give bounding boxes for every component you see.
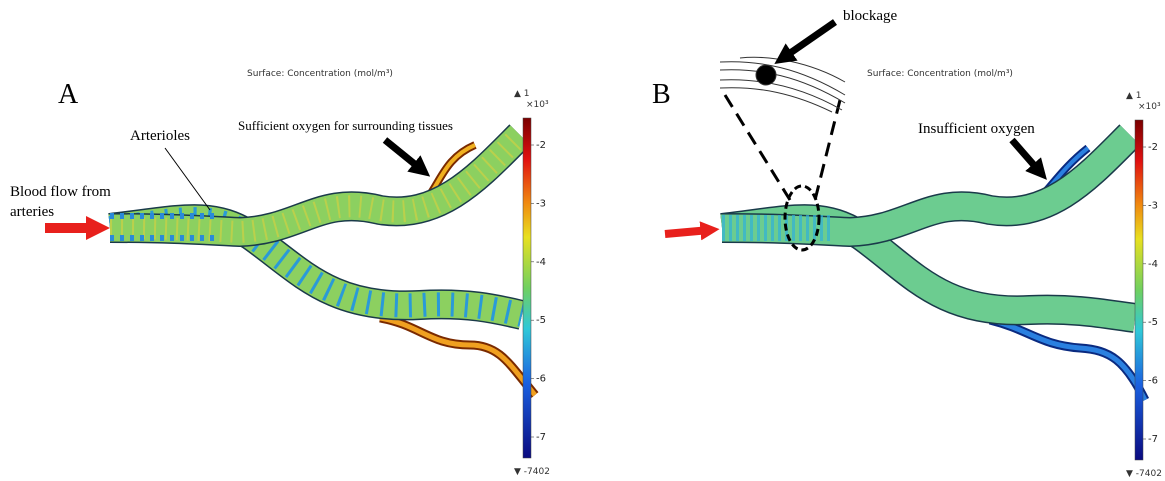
figure: A Surface: Concentration (mol/m³) Arteri… [0, 0, 1165, 481]
annotation: Insufficient oxygen [918, 121, 1035, 137]
colorbar-exponent: ×10³ [526, 100, 549, 110]
pointer-arrow [1012, 140, 1040, 172]
colorbar-max: ▲ 1 [1126, 91, 1142, 101]
vessels [722, 135, 1145, 400]
colorbar-tick-label: -4 [1148, 259, 1158, 270]
colorbar [523, 118, 531, 458]
colorbar-tick-label: -7 [536, 432, 546, 443]
colorbar-max: ▲ 1 [514, 89, 530, 99]
zoom-line [815, 100, 840, 200]
colorbar-exponent: ×10³ [1138, 102, 1161, 112]
colorbar-tick-label: -5 [1148, 317, 1158, 328]
leader-line [165, 148, 210, 210]
colorbar [1135, 120, 1143, 460]
annotation: blockage [843, 8, 897, 24]
zoom-line [725, 95, 790, 200]
pointer-arrow [385, 140, 422, 170]
colorbar-tick-label: -4 [536, 257, 546, 268]
inset [720, 57, 845, 112]
flow-arrow [665, 230, 710, 234]
annotation: Sufficient oxygen for surrounding tissue… [238, 118, 453, 133]
colorbar-tick-label: -5 [536, 315, 546, 326]
colorbar-tick-label: -6 [1148, 376, 1158, 387]
panel-b: B Surface: Concentration (mol/m³) blo [652, 8, 1162, 479]
annotation: Arterioles [130, 128, 190, 144]
panel-a: A Surface: Concentration (mol/m³) Arteri… [10, 69, 550, 477]
annotation: arteries [10, 204, 54, 220]
vessels [110, 135, 535, 395]
plot-title: Surface: Concentration (mol/m³) [247, 69, 393, 79]
colorbar-min: ▼ -7402 [514, 467, 550, 477]
colorbar-tick-label: -3 [536, 198, 546, 209]
pointer-arrow [783, 22, 835, 58]
colorbar-min: ▼ -7402 [1126, 469, 1162, 479]
colorbar-tick-label: -6 [536, 374, 546, 385]
colorbar-tick-label: -2 [1148, 142, 1158, 153]
panel-label: A [58, 79, 79, 110]
panel-label: B [652, 79, 671, 110]
annotation: Blood flow from [10, 184, 111, 200]
plot-title: Surface: Concentration (mol/m³) [867, 69, 1013, 79]
colorbar-tick-label: -2 [536, 140, 546, 151]
colorbar-tick-label: -3 [1148, 200, 1158, 211]
colorbar-tick-label: -7 [1148, 434, 1158, 445]
